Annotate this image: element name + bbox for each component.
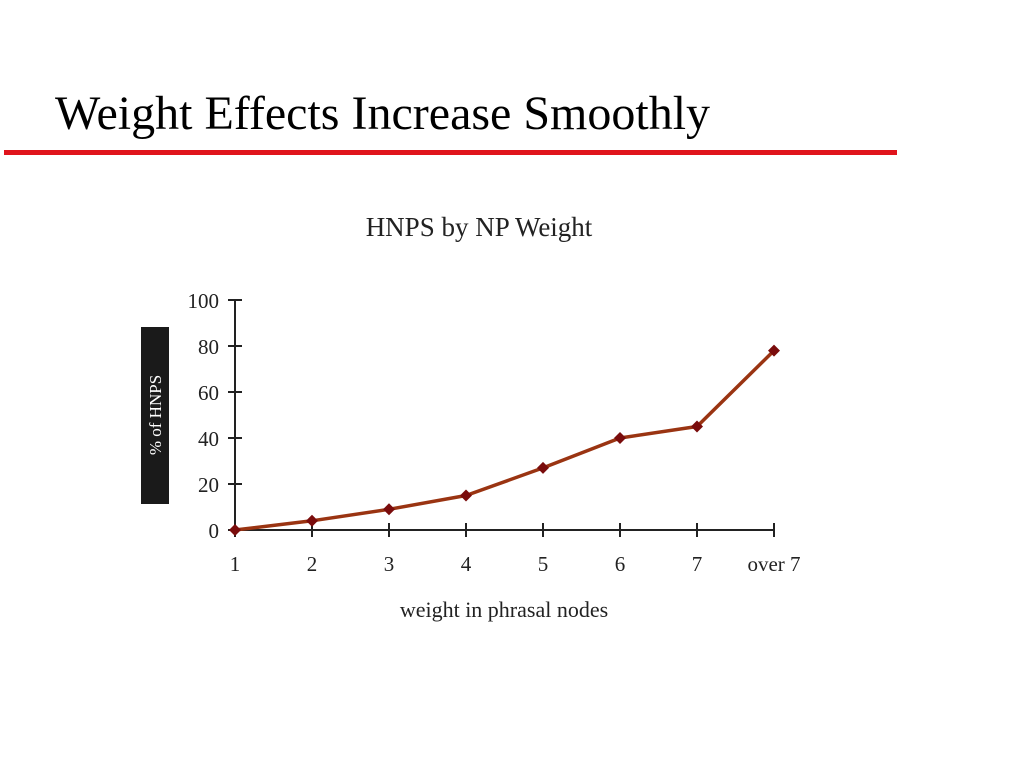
data-point-marker [460,489,472,502]
data-point-marker [229,524,241,536]
y-axis-label-background [141,327,169,504]
data-point-marker [537,461,549,474]
data-point-marker [768,344,780,357]
y-tick-label: 20 [198,473,219,497]
x-tick-label: 3 [384,552,395,576]
slide-title: Weight Effects Increase Smoothly [55,87,711,140]
y-tick-label: 0 [209,519,220,543]
y-tick-label: 40 [198,427,219,451]
y-ticks: 0 20 40 60 80 100 [188,289,242,543]
x-tick-label: 6 [615,552,626,576]
y-tick-label: 60 [198,381,219,405]
x-tick-label: over 7 [747,552,800,576]
y-axis-label: % of HNPS [146,375,165,455]
y-axis-label-block: % of HNPS [141,327,169,504]
y-tick-label: 100 [188,289,220,313]
x-tick-label: 7 [692,552,703,576]
data-point-marker [383,503,395,516]
x-tick-label: 4 [461,552,472,576]
x-tick-label: 5 [538,552,549,576]
data-point-marker [614,432,626,444]
title-underline [4,150,897,155]
data-point-marker [306,514,318,527]
x-tick-label: 2 [307,552,318,576]
chart-title: HNPS by NP Weight [366,212,593,242]
x-ticks: 1 2 3 4 5 6 7 over 7 [230,523,801,576]
series-line [234,349,776,532]
series-group [229,344,780,536]
x-axis-label: weight in phrasal nodes [400,597,608,622]
x-tick-label: 1 [230,552,241,576]
data-point-marker [691,420,703,433]
y-tick-label: 80 [198,335,219,359]
